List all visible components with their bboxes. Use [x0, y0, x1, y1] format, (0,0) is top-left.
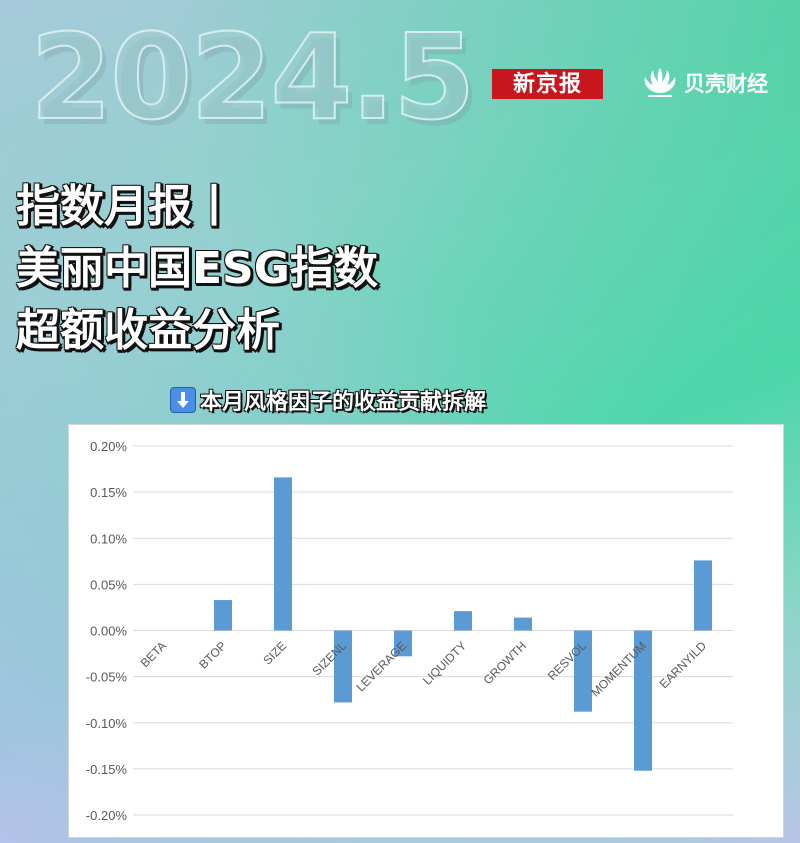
y-tick-label: 0.20% [90, 439, 127, 454]
bar-chart: 0.20% 0.15% 0.10% 0.05% 0.00% -0.05% -0.10% -0.… [86, 439, 733, 823]
bar-momentum [634, 630, 652, 771]
bar-sizenl [334, 630, 352, 703]
title-line-1: 指数月报丨 [16, 181, 236, 232]
page-title: 指数月报丨 美丽中国ESG指数 超额收益分析 [16, 176, 378, 362]
gridlines [133, 445, 733, 816]
y-tick-label: 0.00% [90, 624, 127, 639]
down-arrow-icon [170, 387, 196, 413]
bar-growth [514, 617, 532, 631]
y-tick-label: 0.10% [90, 531, 127, 546]
bjnews-logo: 新京报 [492, 69, 603, 99]
bar-leverage [394, 630, 412, 657]
y-tick-label: 0.15% [90, 485, 127, 500]
shell-icon [644, 68, 676, 97]
bar-liquidty [454, 611, 472, 631]
bar-earnyild [694, 560, 712, 631]
y-tick-label: -0.15% [86, 762, 128, 777]
bar-resvol [574, 630, 592, 712]
y-tick-label: -0.20% [86, 808, 128, 823]
title-line-2: 美丽中国ESG指数 [16, 243, 378, 294]
x-tick-label: SIZE [260, 639, 289, 668]
title-line-3: 超额收益分析 [16, 305, 280, 356]
y-tick-label: -0.05% [86, 670, 128, 685]
x-tick-label: BETA [138, 639, 169, 670]
x-axis-ticks: BETA BTOP SIZE SIZENL LEVERAGE LIQUIDTY GROWTH… [138, 638, 710, 699]
chart-panel: 0.20% 0.15% 0.10% 0.05% 0.00% -0.05% -0.10% -0.… [68, 424, 784, 838]
x-tick-label: EARNYILD [657, 638, 710, 691]
bar-size [274, 477, 292, 631]
subtitle-text: 本月风格因子的收益贡献拆解 [200, 390, 487, 415]
x-tick-label: LEVERAGE [353, 639, 409, 695]
bar-btop [214, 600, 232, 631]
year-label: 2024.5 [29, 8, 476, 146]
bars [214, 477, 712, 771]
chart-subtitle: 本月风格因子的收益贡献拆解 [170, 384, 486, 416]
x-tick-label: GROWTH [481, 639, 530, 688]
beike-logo-text: 贝壳财经 [684, 72, 768, 96]
x-tick-label: BTOP [196, 639, 229, 672]
beike-logo: 贝壳财经 [640, 66, 768, 100]
y-tick-label: 0.05% [90, 577, 127, 592]
x-tick-label: LIQUIDTY [420, 639, 469, 688]
y-tick-label: -0.10% [86, 716, 128, 731]
y-axis-ticks: 0.20% 0.15% 0.10% 0.05% 0.00% -0.05% -0.10% -0.… [86, 439, 128, 823]
